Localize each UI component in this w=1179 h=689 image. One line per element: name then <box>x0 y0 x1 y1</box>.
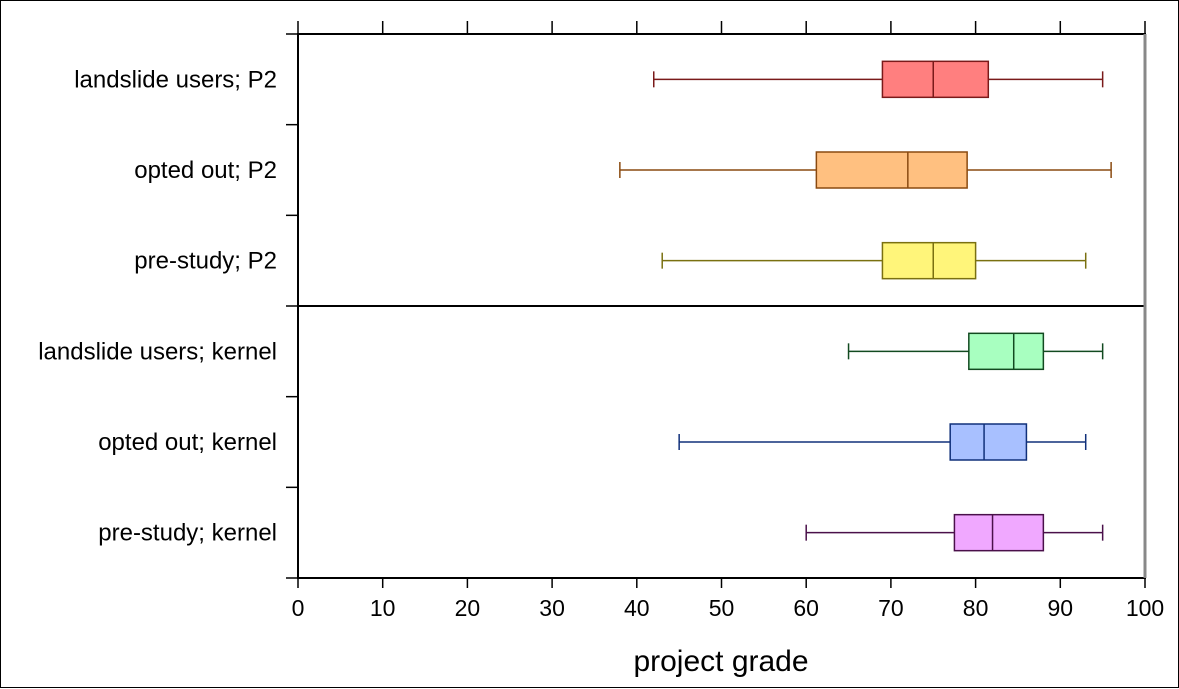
x-tick-label: 90 <box>1048 595 1074 621</box>
box-group <box>619 151 1112 189</box>
box-group <box>678 423 1087 461</box>
x-tick-label: 30 <box>539 595 565 621</box>
x-axis-title: project grade <box>633 645 808 678</box>
box-group <box>805 513 1104 552</box>
axes: 0 10 20 30 40 50 60 70 80 90 100 <box>286 21 1164 621</box>
iqr-box <box>968 332 1045 371</box>
iqr-box <box>815 151 968 189</box>
category-label: opted out; kernel <box>98 429 277 456</box>
category-label: pre-study; kernel <box>98 520 277 547</box>
x-tick-label: 50 <box>709 595 735 621</box>
box-group <box>661 241 1087 280</box>
x-tick-label: 40 <box>624 595 650 621</box>
x-tick-label: 0 <box>292 595 305 621</box>
category-labels: landslide users; P2 opted out; P2 pre-stud… <box>38 66 277 546</box>
iqr-box <box>953 513 1045 552</box>
plot-panels <box>297 33 1147 579</box>
x-tick-label: 70 <box>878 595 904 621</box>
box-series <box>619 60 1112 552</box>
iqr-box <box>881 60 990 99</box>
iqr-box <box>881 241 977 280</box>
box-group <box>652 60 1104 99</box>
x-tick-label: 80 <box>963 595 989 621</box>
x-tick-label: 10 <box>370 595 396 621</box>
x-tick-label: 100 <box>1126 595 1164 621</box>
x-tick-label: 60 <box>793 595 819 621</box>
category-label: pre-study; P2 <box>134 248 277 275</box>
x-tick-label: 20 <box>455 595 481 621</box>
category-label: opted out; P2 <box>134 157 277 184</box>
category-label: landslide users; P2 <box>74 66 277 93</box>
box-group <box>847 332 1104 371</box>
iqr-box <box>949 423 1028 461</box>
category-label: landslide users; kernel <box>38 338 277 365</box>
